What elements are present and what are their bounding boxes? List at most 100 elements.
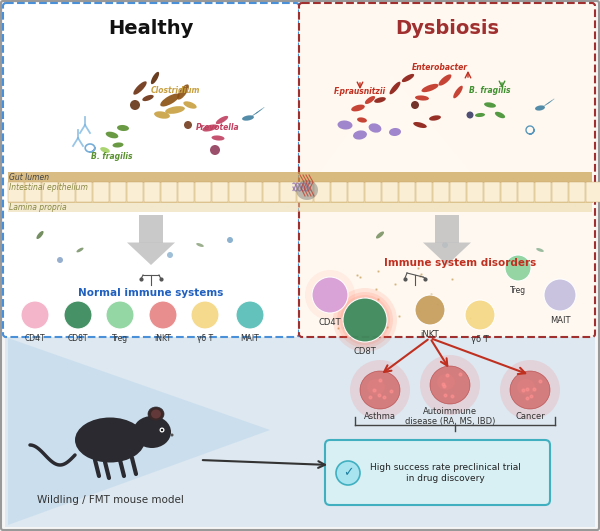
Ellipse shape [475, 113, 485, 117]
Ellipse shape [367, 379, 385, 395]
Ellipse shape [360, 371, 400, 409]
Polygon shape [423, 243, 471, 265]
Ellipse shape [430, 366, 470, 404]
Text: iNKT: iNKT [155, 334, 172, 343]
Text: Gut lumen: Gut lumen [9, 173, 49, 182]
Circle shape [161, 429, 163, 431]
Ellipse shape [437, 374, 455, 390]
Text: Wildling / FMT mouse model: Wildling / FMT mouse model [37, 495, 184, 505]
Ellipse shape [510, 371, 550, 409]
FancyBboxPatch shape [325, 440, 550, 505]
Text: CD4T: CD4T [25, 334, 46, 343]
Ellipse shape [353, 131, 367, 140]
FancyBboxPatch shape [195, 182, 211, 202]
Circle shape [305, 270, 355, 320]
FancyBboxPatch shape [314, 182, 330, 202]
Ellipse shape [177, 84, 189, 100]
Ellipse shape [351, 105, 365, 112]
Ellipse shape [212, 135, 224, 141]
Circle shape [160, 427, 164, 433]
Ellipse shape [517, 379, 535, 395]
Bar [139, 215, 163, 243]
Text: CD4T: CD4T [319, 318, 341, 327]
Ellipse shape [374, 97, 386, 103]
Circle shape [312, 277, 348, 313]
Text: Treg: Treg [510, 286, 526, 295]
Polygon shape [75, 65, 230, 172]
Ellipse shape [37, 231, 44, 239]
Circle shape [544, 279, 576, 311]
Text: MAIT: MAIT [241, 334, 259, 343]
Circle shape [442, 242, 448, 248]
Circle shape [184, 121, 192, 129]
FancyBboxPatch shape [144, 182, 160, 202]
FancyBboxPatch shape [76, 182, 92, 202]
Ellipse shape [75, 417, 145, 463]
FancyBboxPatch shape [433, 182, 449, 202]
FancyBboxPatch shape [280, 182, 296, 202]
Text: Intestinal epithelium: Intestinal epithelium [9, 183, 88, 192]
Ellipse shape [100, 147, 110, 153]
FancyBboxPatch shape [299, 3, 595, 337]
Circle shape [130, 100, 140, 110]
Bar [435, 215, 459, 243]
Circle shape [210, 145, 220, 155]
Circle shape [312, 277, 348, 313]
Text: Cancer: Cancer [515, 412, 545, 421]
Ellipse shape [106, 132, 118, 139]
Circle shape [505, 255, 531, 281]
Circle shape [350, 360, 410, 420]
Ellipse shape [165, 106, 185, 114]
Bar [8, 172, 592, 182]
Circle shape [21, 301, 49, 329]
Text: Treg: Treg [112, 334, 128, 343]
FancyBboxPatch shape [569, 182, 585, 202]
FancyBboxPatch shape [365, 182, 381, 202]
Ellipse shape [402, 74, 414, 82]
Ellipse shape [216, 116, 228, 124]
Circle shape [337, 292, 393, 348]
Circle shape [465, 300, 495, 330]
Text: Enterobacter: Enterobacter [412, 63, 468, 72]
Ellipse shape [338, 121, 352, 130]
Ellipse shape [484, 102, 496, 108]
Text: ✓: ✓ [343, 467, 353, 479]
Circle shape [336, 461, 360, 485]
Circle shape [411, 101, 419, 109]
Text: Lamina propria: Lamina propria [9, 203, 67, 212]
Circle shape [191, 301, 219, 329]
FancyBboxPatch shape [297, 182, 313, 202]
Text: Asthma: Asthma [364, 412, 396, 421]
Ellipse shape [148, 407, 164, 421]
FancyBboxPatch shape [127, 182, 143, 202]
FancyBboxPatch shape [161, 182, 177, 202]
FancyBboxPatch shape [229, 182, 245, 202]
Circle shape [343, 298, 387, 342]
Ellipse shape [160, 93, 180, 107]
Bar [8, 182, 592, 202]
Circle shape [420, 355, 480, 415]
FancyBboxPatch shape [552, 182, 568, 202]
Ellipse shape [413, 122, 427, 128]
Circle shape [236, 301, 264, 329]
Ellipse shape [296, 180, 318, 200]
Bar [5, 5, 595, 335]
Ellipse shape [439, 74, 451, 85]
Ellipse shape [357, 117, 367, 123]
FancyBboxPatch shape [42, 182, 58, 202]
FancyBboxPatch shape [263, 182, 279, 202]
FancyBboxPatch shape [8, 182, 24, 202]
FancyBboxPatch shape [399, 182, 415, 202]
Ellipse shape [196, 243, 204, 247]
Text: Autoimmune
disease (RA, MS, IBD): Autoimmune disease (RA, MS, IBD) [405, 407, 495, 426]
FancyBboxPatch shape [25, 182, 41, 202]
Text: γδ T: γδ T [197, 334, 213, 343]
Polygon shape [8, 338, 270, 525]
FancyBboxPatch shape [467, 182, 483, 202]
Ellipse shape [184, 101, 197, 109]
FancyBboxPatch shape [484, 182, 500, 202]
FancyBboxPatch shape [535, 182, 551, 202]
FancyBboxPatch shape [348, 182, 364, 202]
FancyBboxPatch shape [212, 182, 228, 202]
FancyBboxPatch shape [93, 182, 109, 202]
